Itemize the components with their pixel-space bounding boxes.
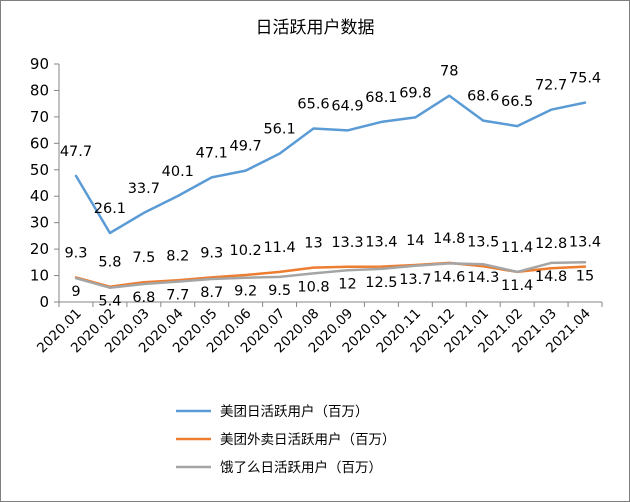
data-label: 14 — [406, 233, 424, 249]
data-label: 6.8 — [132, 290, 155, 306]
data-label: 47.7 — [60, 144, 92, 160]
data-label: 12.5 — [365, 275, 397, 291]
data-label: 75.4 — [569, 71, 601, 87]
y-tick-label: 20 — [30, 240, 49, 258]
data-label: 40.1 — [162, 164, 194, 180]
data-label: 14.6 — [433, 269, 465, 285]
legend-label: 饿了么日活跃用户（百万） — [220, 459, 382, 476]
data-label: 78 — [440, 64, 458, 80]
data-label: 68.6 — [467, 89, 499, 105]
legend-label: 美团日活跃用户（百万） — [220, 403, 369, 420]
y-tick-label: 40 — [30, 187, 49, 205]
data-label: 11.4 — [501, 278, 533, 294]
data-label: 13.4 — [569, 235, 601, 251]
data-label: 15 — [576, 268, 594, 284]
data-label: 9.2 — [234, 284, 257, 300]
data-label: 5.4 — [98, 294, 121, 310]
y-tick-label: 0 — [39, 293, 49, 311]
data-label: 9.5 — [268, 283, 291, 299]
data-label: 10.2 — [230, 243, 262, 259]
data-label: 12 — [338, 276, 356, 292]
data-label: 8.7 — [200, 285, 223, 301]
chart-title: 日活跃用户数据 — [256, 18, 375, 38]
y-tick-label: 80 — [30, 81, 49, 99]
data-label: 13 — [304, 236, 322, 252]
data-label: 72.7 — [535, 78, 567, 94]
series-line-3 — [74, 261, 587, 289]
data-label: 13.4 — [365, 235, 397, 251]
data-label: 14.3 — [467, 270, 499, 286]
data-label: 26.1 — [94, 201, 126, 217]
data-label: 14.8 — [433, 231, 465, 247]
data-label: 9 — [71, 284, 80, 300]
y-tick-label: 60 — [30, 134, 49, 152]
data-label: 56.1 — [263, 122, 295, 138]
data-label: 13.3 — [331, 235, 363, 251]
data-label: 64.9 — [331, 98, 363, 114]
data-label: 65.6 — [297, 97, 329, 113]
data-label: 9.3 — [64, 245, 87, 261]
legend-label: 美团外卖日活跃用户（百万） — [220, 431, 396, 448]
data-labels: 47.7 26.133.740.147.1 49.756.165.6 64.968.1… — [60, 64, 601, 310]
data-label: 5.8 — [98, 255, 121, 271]
series-lines — [74, 94, 587, 289]
y-tick-label: 90 — [30, 55, 49, 73]
data-label: 11.4 — [263, 240, 295, 256]
data-label: 8.2 — [166, 248, 189, 264]
y-tick-label: 50 — [30, 161, 49, 179]
y-tick-label: 70 — [30, 108, 49, 126]
data-label: 11.4 — [501, 240, 533, 256]
data-label: 14.8 — [535, 269, 567, 285]
data-label: 33.7 — [128, 181, 160, 197]
legend: 美团日活跃用户（百万） 美团外卖日活跃用户（百万） 饿了么日活跃用户（百万） — [176, 403, 396, 476]
data-label: 13.7 — [399, 272, 431, 288]
data-label: 9.3 — [200, 245, 223, 261]
data-label: 12.8 — [535, 236, 567, 252]
y-tick-label: 10 — [30, 267, 49, 285]
data-label: 13.5 — [467, 234, 499, 250]
data-label: 49.7 — [230, 139, 262, 155]
data-label: 69.8 — [399, 85, 431, 101]
data-label: 10.8 — [297, 279, 329, 295]
data-label: 7.7 — [166, 288, 189, 304]
y-tick-label: 30 — [30, 214, 49, 232]
data-label: 47.1 — [196, 145, 228, 161]
data-label: 7.5 — [132, 250, 155, 266]
data-label: 68.1 — [365, 90, 397, 106]
series-line-1 — [74, 94, 587, 235]
data-label: 66.5 — [501, 94, 533, 110]
